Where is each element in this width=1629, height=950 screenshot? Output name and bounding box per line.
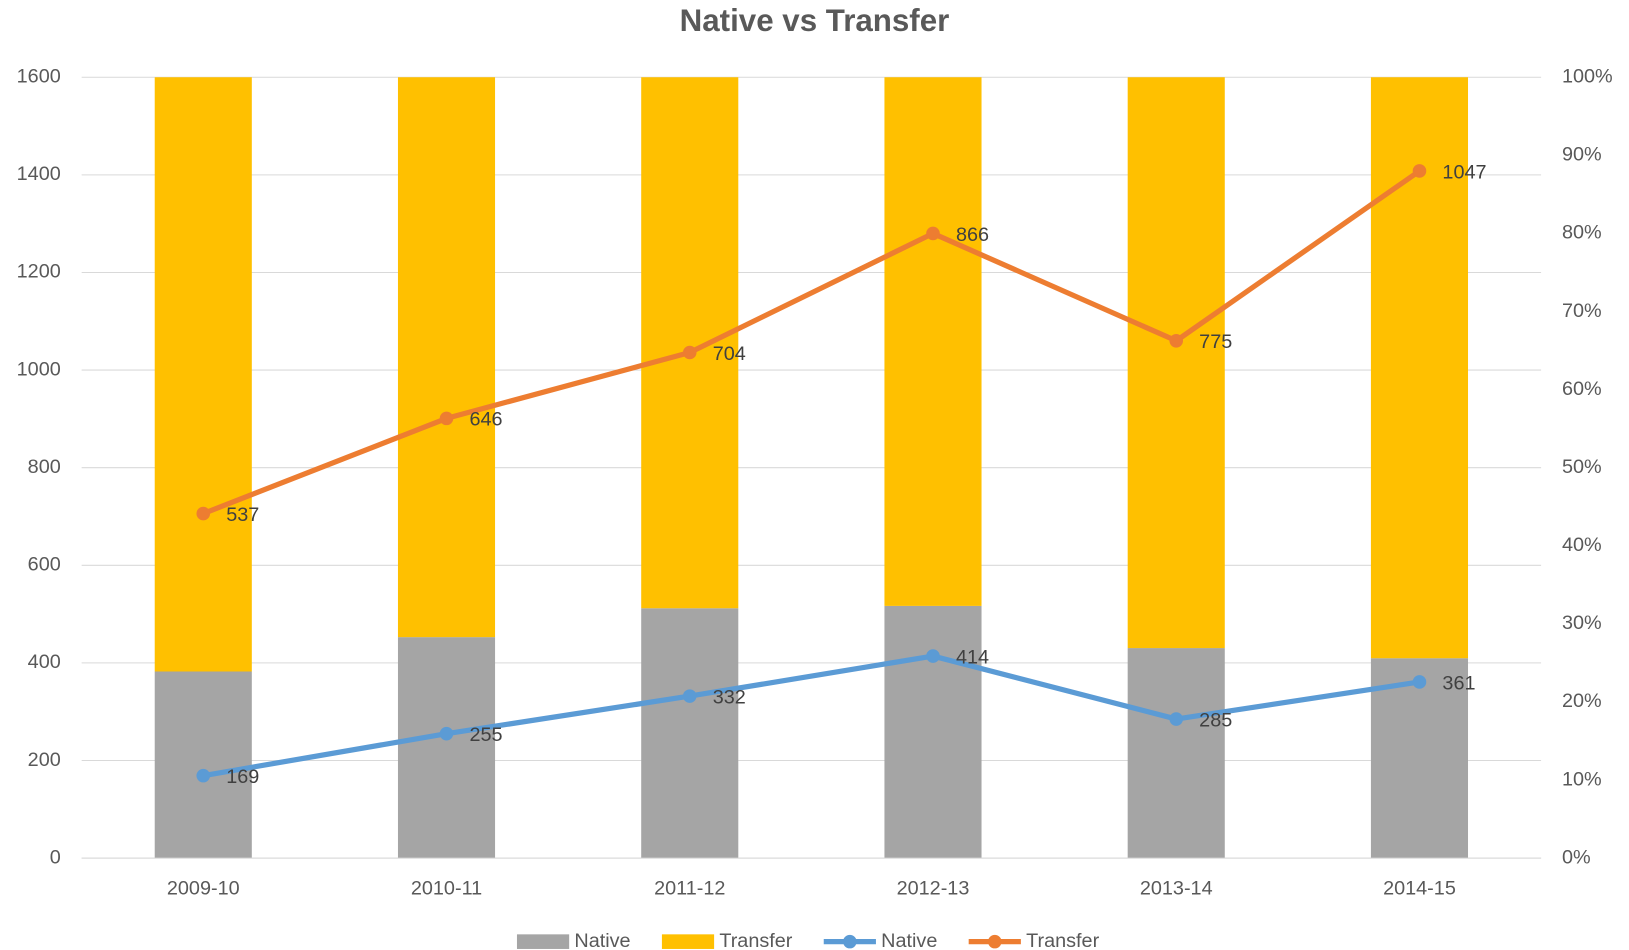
y2-tick-label: 100% bbox=[1562, 65, 1613, 87]
bar bbox=[154, 77, 252, 672]
y2-tick-label: 0% bbox=[1562, 846, 1591, 868]
bar bbox=[884, 605, 982, 859]
legend-label: Transfer bbox=[719, 930, 792, 950]
marker bbox=[1169, 334, 1184, 348]
bar bbox=[641, 608, 739, 859]
legend-swatch bbox=[843, 934, 857, 949]
legend-label: Transfer bbox=[1026, 930, 1099, 950]
y2-tick-label: 20% bbox=[1562, 690, 1602, 712]
data-label: 361 bbox=[1442, 672, 1475, 694]
data-label: 537 bbox=[226, 504, 259, 526]
data-label: 169 bbox=[226, 766, 259, 788]
x-tick-label: 2012-13 bbox=[897, 878, 970, 900]
data-label: 255 bbox=[469, 724, 502, 746]
bar bbox=[1127, 648, 1225, 859]
legend-label: Native bbox=[881, 930, 937, 950]
x-tick-label: 2010-11 bbox=[411, 878, 482, 900]
y-tick-label: 1000 bbox=[17, 358, 61, 380]
chart-title: Native vs Transfer bbox=[680, 3, 950, 38]
marker bbox=[196, 506, 211, 521]
y-tick-label: 0 bbox=[50, 846, 61, 868]
y2-tick-label: 80% bbox=[1562, 222, 1602, 244]
y2-tick-label: 70% bbox=[1562, 300, 1602, 322]
bar bbox=[154, 671, 252, 859]
x-tick-label: 2013-14 bbox=[1140, 878, 1213, 900]
data-label: 285 bbox=[1199, 709, 1232, 731]
bar bbox=[641, 77, 739, 609]
data-label: 414 bbox=[956, 646, 989, 668]
legend-swatch bbox=[661, 934, 715, 949]
bar bbox=[1127, 77, 1225, 649]
marker bbox=[682, 689, 697, 703]
marker bbox=[1169, 712, 1184, 726]
marker bbox=[439, 411, 454, 426]
y2-tick-label: 60% bbox=[1562, 378, 1602, 400]
line bbox=[202, 653, 1420, 779]
bar bbox=[397, 637, 496, 859]
y2-tick-label: 40% bbox=[1562, 534, 1602, 556]
marker bbox=[439, 726, 454, 741]
y-tick-label: 1600 bbox=[17, 65, 61, 87]
legend-swatch bbox=[516, 934, 570, 949]
bar bbox=[397, 77, 496, 638]
data-label: 704 bbox=[713, 343, 746, 365]
x-tick-label: 2011-12 bbox=[654, 878, 725, 900]
x-tick-label: 2014-15 bbox=[1383, 878, 1456, 900]
data-label: 1047 bbox=[1442, 161, 1486, 183]
marker bbox=[926, 226, 940, 241]
marker bbox=[1412, 675, 1427, 689]
line bbox=[202, 168, 1421, 516]
x-tick-label: 2009-10 bbox=[167, 878, 240, 900]
bar bbox=[1370, 658, 1469, 859]
y-tick-label: 1400 bbox=[17, 163, 61, 185]
legend-swatch bbox=[987, 934, 1002, 949]
y-tick-label: 200 bbox=[28, 749, 61, 771]
marker bbox=[196, 768, 211, 783]
data-label: 775 bbox=[1199, 331, 1232, 353]
y-tick-label: 400 bbox=[28, 651, 61, 673]
y-tick-label: 800 bbox=[28, 456, 61, 478]
y-tick-label: 600 bbox=[28, 554, 61, 576]
bar bbox=[884, 77, 982, 606]
y-tick-label: 1200 bbox=[17, 261, 61, 283]
data-label: 866 bbox=[956, 224, 989, 246]
data-label: 332 bbox=[713, 686, 746, 708]
y2-tick-label: 10% bbox=[1562, 768, 1602, 790]
legend-label: Native bbox=[574, 930, 630, 950]
marker bbox=[1412, 164, 1427, 178]
marker bbox=[926, 649, 940, 663]
y2-tick-label: 90% bbox=[1562, 144, 1602, 166]
data-label: 646 bbox=[469, 409, 502, 431]
y2-tick-label: 50% bbox=[1562, 456, 1602, 478]
marker bbox=[682, 345, 697, 360]
y2-tick-label: 30% bbox=[1562, 612, 1602, 634]
